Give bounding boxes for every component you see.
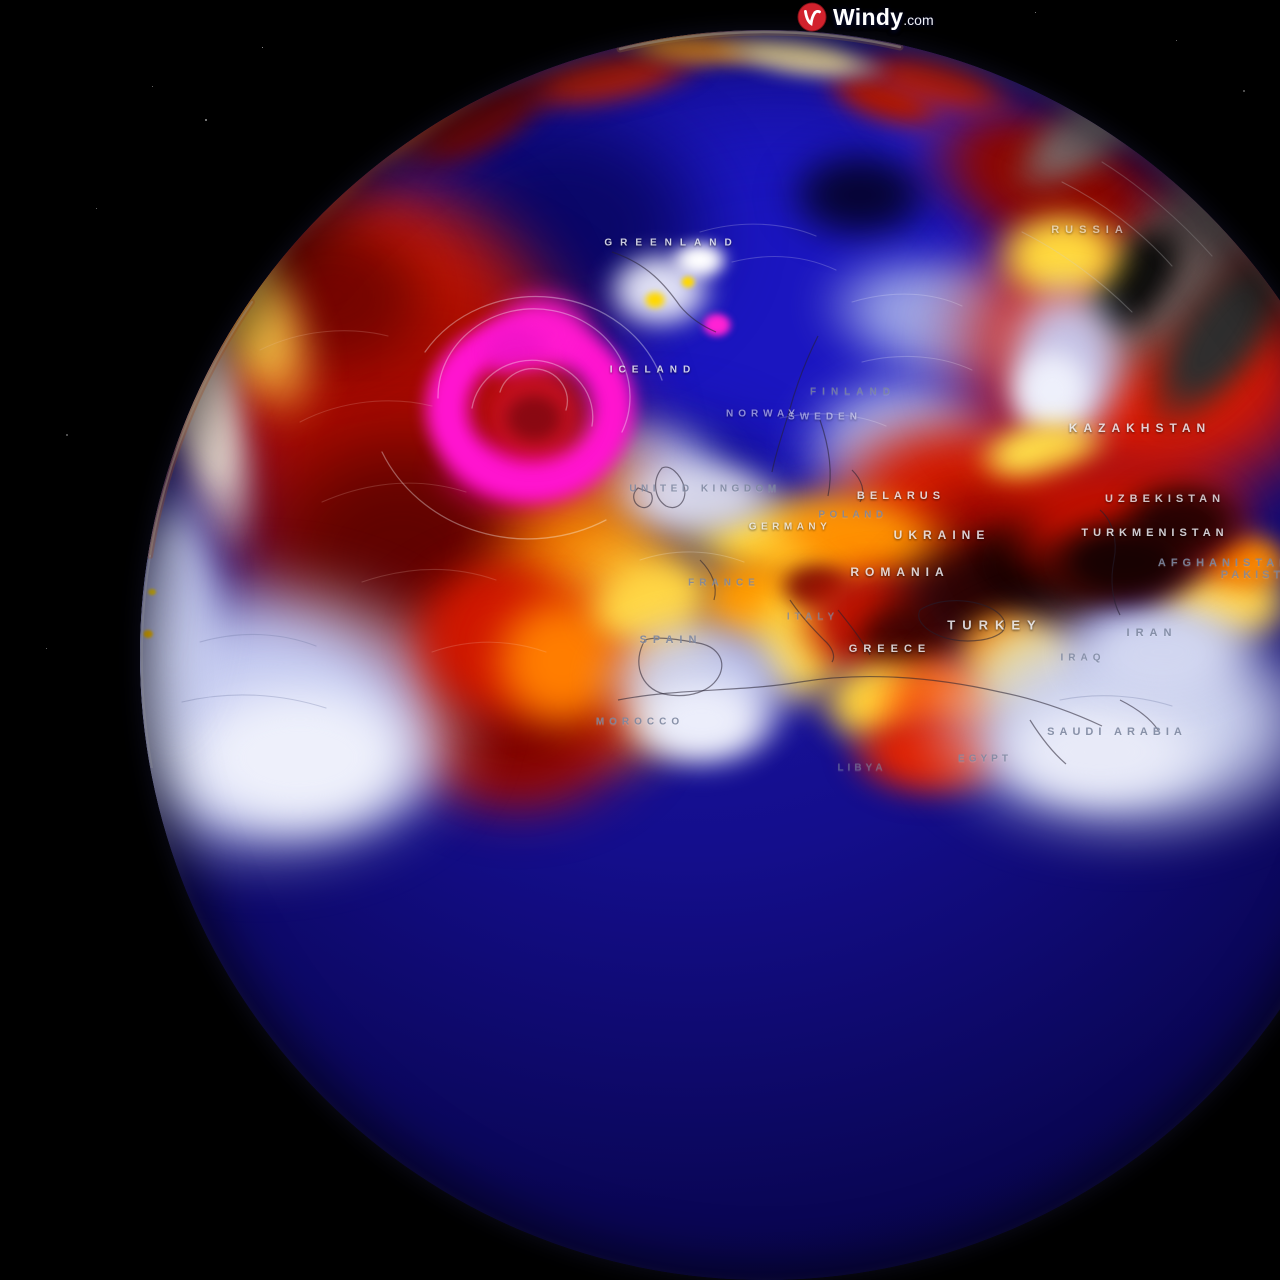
country-label-spain: SPAIN	[639, 634, 703, 646]
country-label-italy: ITALY	[786, 611, 840, 623]
country-label-sweden: SWEDEN	[788, 411, 862, 423]
country-label-greece: GREECE	[848, 643, 932, 655]
star	[1035, 12, 1036, 13]
country-label-iraq: IRAQ	[1060, 652, 1106, 664]
country-label-finland: FINLAND	[810, 386, 896, 398]
country-label-france: FRANCE	[688, 577, 760, 589]
country-label-germany: GERMANY	[748, 521, 832, 533]
country-label-egypt: EGYPT	[958, 753, 1012, 765]
windy-logo[interactable]: Windy .com	[797, 2, 934, 32]
country-label-iran: IRAN	[1126, 627, 1178, 639]
country-label-iceland: ICELAND	[609, 364, 697, 376]
country-label-turkmenistan: TURKMENISTAN	[1081, 527, 1229, 539]
star	[46, 648, 47, 649]
country-label-morocco: MOROCCO	[595, 716, 685, 728]
country-label-belarus: BELARUS	[856, 490, 946, 502]
windy-globe-view: GREENLAND ICELAND FINLAND NORWAY SWEDEN UNITE…	[46, 2, 1280, 1280]
star	[96, 208, 97, 209]
brand-wordmark: Windy .com	[833, 4, 934, 31]
windy-badge-icon	[797, 2, 827, 32]
country-labels-layer: GREENLAND ICELAND FINLAND NORWAY SWEDEN UNITE…	[140, 30, 1280, 774]
globe-map[interactable]: GREENLAND ICELAND FINLAND NORWAY SWEDEN UNITE…	[140, 30, 1280, 1280]
country-label-uzbekistan: UZBEKISTAN	[1104, 493, 1226, 505]
country-label-united-kingdom: UNITED KINGDOM	[629, 483, 781, 495]
country-label-ukraine: UKRAINE	[893, 528, 991, 542]
brand-name: Windy	[833, 3, 904, 30]
star	[66, 434, 68, 436]
country-label-afghanistan: AFGHANISTAN	[1157, 557, 1280, 569]
country-label-poland: POLAND	[818, 509, 888, 521]
country-label-pakistan: PAKISTAN	[1220, 569, 1280, 581]
country-label-romania: ROMANIA	[850, 565, 950, 579]
country-label-saudi-arabia: SAUDI ARABIA	[1047, 726, 1187, 738]
country-label-greenland: GREENLAND	[604, 237, 740, 249]
country-label-libya: LIBYA	[837, 762, 887, 774]
country-label-norway: NORWAY	[726, 408, 800, 420]
country-label-turkey: TURKEY	[947, 617, 1043, 633]
country-label-russia: RUSSIA	[1051, 224, 1129, 236]
country-label-kazakhstan: KAZAKHSTAN	[1068, 421, 1212, 435]
brand-tld: .com	[903, 11, 934, 28]
